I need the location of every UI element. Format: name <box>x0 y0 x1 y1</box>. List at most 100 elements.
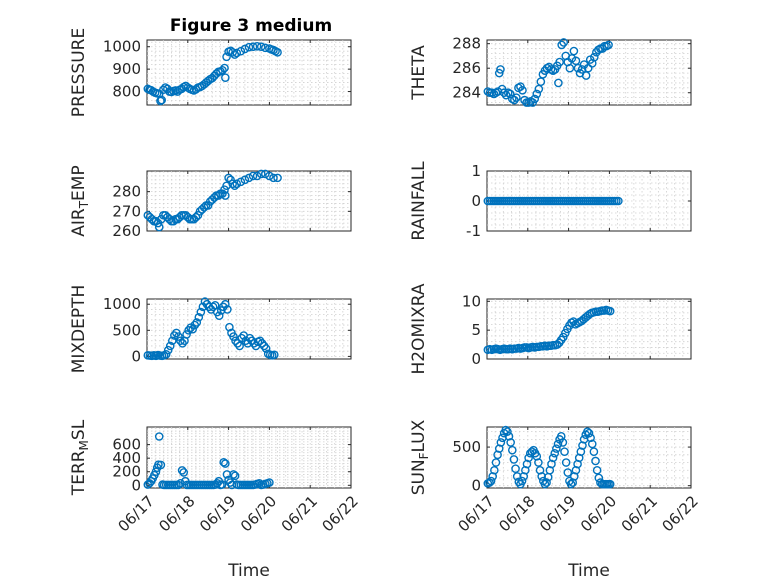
data-point <box>509 455 519 464</box>
subplot-1: 800 900 1000 PRESSURE <box>69 28 352 117</box>
x-tick-label: 06/18 <box>495 492 538 535</box>
data-point <box>605 306 615 316</box>
data-point <box>221 191 230 200</box>
y-tick-label: 500 <box>452 438 481 456</box>
x-tick-label: 06/22 <box>659 492 702 535</box>
y-axis-label-text: H2OMIXRA <box>409 283 429 374</box>
y-tick-label: 500 <box>112 321 141 339</box>
x-tick-label: 06/18 <box>155 492 198 535</box>
data-point <box>273 48 282 57</box>
y-axis-label-text: THETA <box>409 45 429 101</box>
y-axis-label-text: AIR <box>69 208 89 237</box>
x-tick-label: 06/21 <box>618 492 661 535</box>
data-point <box>561 458 571 467</box>
data-point <box>147 214 157 224</box>
data-point <box>265 478 274 487</box>
y-tick-label: 286 <box>452 59 481 77</box>
data-point <box>558 332 568 342</box>
data-point <box>236 177 246 187</box>
y-axis-label: PRESSURE <box>69 28 89 117</box>
data-series <box>143 432 274 490</box>
data-point <box>174 480 183 490</box>
tick-marks <box>486 299 692 360</box>
data-point <box>156 460 166 470</box>
data-point <box>587 439 597 449</box>
y-tick-label: 0 <box>131 347 141 365</box>
data-point <box>511 464 520 473</box>
data-point <box>256 169 266 179</box>
x-tick-label: 06/17 <box>115 492 158 535</box>
y-axis-label: SUNFLUX <box>409 419 431 495</box>
plot-frame <box>146 426 352 489</box>
data-point <box>222 52 231 62</box>
data-point <box>232 179 242 189</box>
data-point <box>560 447 569 457</box>
data-point <box>590 52 599 62</box>
data-point <box>252 41 262 51</box>
y-tick-label: 0 <box>471 350 481 368</box>
data-point <box>188 324 197 334</box>
y-axis-label: THETA <box>409 45 429 101</box>
data-point <box>221 73 230 82</box>
y-axis-label-text: MIXDEPTH <box>69 285 89 374</box>
y-axis-label-subscript: F <box>417 452 431 459</box>
data-series <box>143 297 279 361</box>
data-point <box>557 40 566 50</box>
y-tick-label: 10 <box>462 292 481 310</box>
data-point <box>261 43 270 53</box>
data-point <box>214 311 224 320</box>
data-point <box>614 196 623 206</box>
x-axis-label: Time <box>567 561 610 581</box>
data-point <box>550 448 560 458</box>
data-point <box>510 95 519 105</box>
data-point <box>548 453 558 463</box>
data-series <box>143 41 282 106</box>
x-tick-label: 06/22 <box>319 492 362 535</box>
data-point <box>154 432 164 441</box>
y-axis-label-text: TERR <box>69 450 89 496</box>
data-point <box>563 468 573 477</box>
data-point <box>499 88 509 98</box>
data-point <box>532 89 542 99</box>
data-point <box>494 68 504 78</box>
x-tick-label: 06/17 <box>455 492 498 535</box>
y-tick-label: 260 <box>112 222 141 240</box>
tick-marks <box>486 170 692 232</box>
data-point <box>561 328 570 338</box>
data-point <box>553 439 563 449</box>
y-axis-label-subscript: M <box>77 440 91 450</box>
data-point <box>552 444 561 453</box>
y-axis-label: MIXDEPTH <box>69 285 89 374</box>
data-point <box>490 465 499 475</box>
data-point <box>261 344 271 353</box>
data-point <box>210 193 219 202</box>
data-series <box>483 38 613 107</box>
data-point <box>269 173 278 183</box>
data-point <box>219 457 229 467</box>
y-axis-label: RAINFALL <box>409 161 429 241</box>
data-series <box>483 305 615 355</box>
x-tick-label: 06/19 <box>536 492 579 535</box>
data-series <box>143 169 282 232</box>
data-point <box>244 42 254 52</box>
data-point <box>261 169 270 179</box>
y-tick-label: 400 <box>112 449 141 467</box>
data-point <box>503 427 512 436</box>
data-point <box>491 458 501 467</box>
data-point <box>217 480 227 489</box>
y-tick-label: 1000 <box>103 295 141 313</box>
subplot-4: -1 0 1 RAINFALL <box>409 161 692 241</box>
data-point <box>191 212 201 222</box>
data-point <box>496 65 505 74</box>
data-point <box>584 428 594 438</box>
data-point <box>591 456 600 466</box>
data-point <box>604 40 613 50</box>
grid <box>147 40 351 105</box>
data-point <box>542 478 551 487</box>
plot-frame <box>146 298 352 360</box>
data-point <box>220 63 229 73</box>
data-point <box>156 96 165 106</box>
x-tick-label: 06/19 <box>196 492 239 535</box>
